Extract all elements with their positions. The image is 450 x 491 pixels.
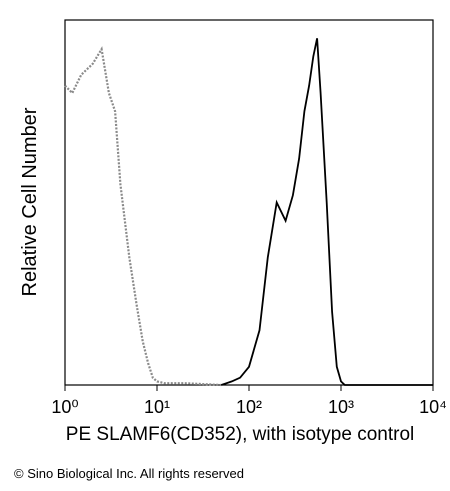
- histogram-line: [64, 46, 222, 387]
- histogram-line: [221, 38, 433, 386]
- x-tick-label: 10³: [328, 397, 354, 417]
- x-tick-label: 10⁰: [51, 397, 78, 417]
- x-tick-label: 10¹: [144, 397, 170, 417]
- plot-frame: [64, 19, 434, 386]
- footer: © Sino Biological Inc. All rights reserv…: [14, 466, 244, 481]
- y-axis-label: Relative Cell Number: [19, 107, 41, 296]
- x-tick-label: 10⁴: [419, 397, 447, 417]
- x-axis-label: PE SLAMF6(CD352), with isotype control: [66, 424, 414, 445]
- x-tick-label: 10²: [236, 397, 262, 417]
